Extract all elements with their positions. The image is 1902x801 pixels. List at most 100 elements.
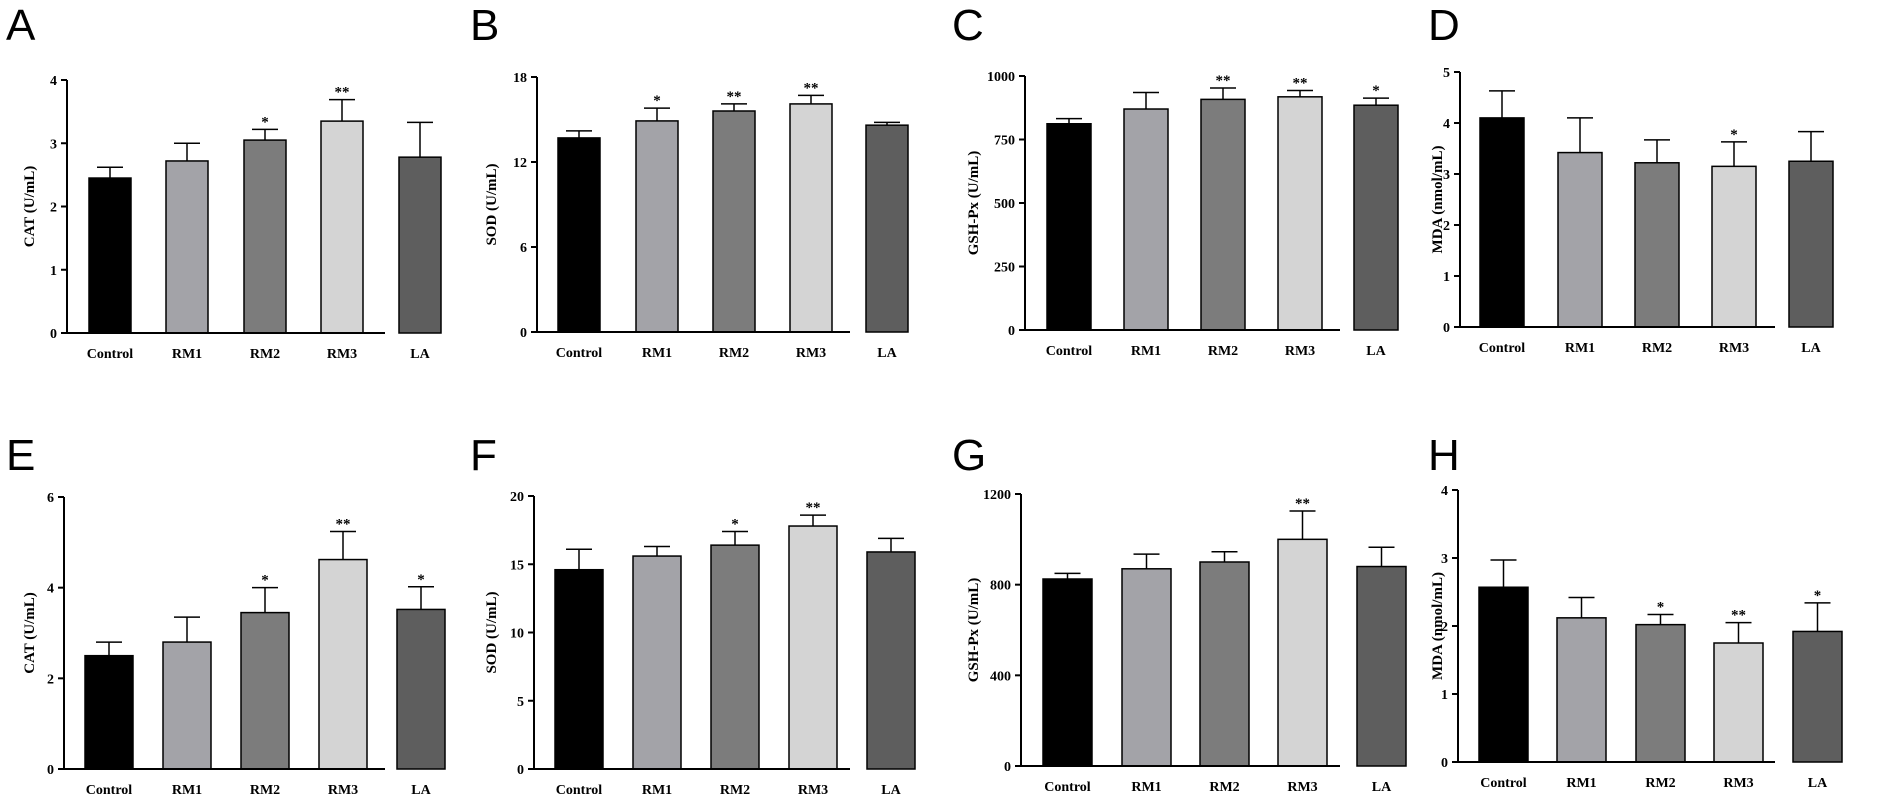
y-tick-label-g: 0 bbox=[1004, 760, 1011, 775]
bar-a-control[interactable] bbox=[88, 177, 132, 334]
y-tick-label-a: 2 bbox=[50, 201, 57, 216]
bar-g-rm1[interactable] bbox=[1121, 568, 1172, 767]
bar-d-rm3[interactable] bbox=[1711, 165, 1757, 328]
significance-e-la: * bbox=[417, 572, 425, 588]
bar-a-la[interactable] bbox=[398, 156, 442, 334]
x-tick-label-d-rm1: RM1 bbox=[1565, 341, 1595, 356]
bar-c-rm3[interactable] bbox=[1277, 96, 1323, 331]
bar-d-rm1[interactable] bbox=[1557, 151, 1603, 328]
bar-e-rm3[interactable] bbox=[318, 558, 368, 770]
significance-h-rm3: ** bbox=[1731, 608, 1746, 624]
bar-d-la[interactable] bbox=[1788, 160, 1834, 328]
chart-panel-d: D MDA (nmol/mL) * 0 1 2 3 4 5 Control RM1 RM2 RM3 LA bbox=[1428, 1, 1834, 356]
bar-d-rm2[interactable] bbox=[1634, 162, 1680, 328]
x-tick-label-b-control: Control bbox=[556, 346, 603, 361]
y-tick-label-c: 250 bbox=[994, 261, 1015, 276]
y-tick-label-c: 500 bbox=[994, 197, 1015, 212]
bar-c-rm1[interactable] bbox=[1123, 108, 1169, 331]
bar-g-rm3[interactable] bbox=[1277, 538, 1328, 767]
chart-panel-g: G GSH-Px (U/mL) ** 0 400 800 1200 Control RM1 RM2… bbox=[952, 431, 1407, 795]
bar-a-rm3[interactable] bbox=[320, 120, 364, 334]
bar-f-rm1[interactable] bbox=[632, 555, 682, 770]
x-tick-label-h-rm3: RM3 bbox=[1723, 776, 1753, 791]
x-tick-label-a-la: LA bbox=[410, 347, 430, 362]
y-tick-label-b: 6 bbox=[520, 241, 527, 256]
panel-letter-f: F bbox=[470, 431, 497, 480]
bar-c-rm2[interactable] bbox=[1200, 98, 1246, 331]
x-tick-label-d-control: Control bbox=[1479, 341, 1526, 356]
x-tick-label-f-rm3: RM3 bbox=[798, 783, 828, 798]
bar-f-la[interactable] bbox=[866, 551, 916, 770]
bar-e-rm1[interactable] bbox=[162, 641, 212, 770]
x-tick-label-b-rm3: RM3 bbox=[796, 346, 826, 361]
bar-b-rm2[interactable] bbox=[712, 110, 756, 333]
bar-c-la[interactable] bbox=[1353, 104, 1399, 331]
x-tick-label-h-rm2: RM2 bbox=[1645, 776, 1675, 791]
bar-h-control[interactable] bbox=[1478, 586, 1529, 763]
y-tick-label-g: 1200 bbox=[983, 488, 1011, 503]
y-tick-label-a: 0 bbox=[50, 327, 57, 342]
significance-e-rm3: ** bbox=[336, 516, 351, 532]
significance-a-rm3: ** bbox=[335, 85, 350, 101]
y-axis-label-a: CAT (U/mL) bbox=[22, 166, 38, 248]
bar-e-control[interactable] bbox=[84, 654, 134, 770]
x-tick-label-c-rm1: RM1 bbox=[1131, 344, 1161, 359]
bar-f-rm2[interactable] bbox=[710, 544, 760, 770]
x-tick-label-h-rm1: RM1 bbox=[1566, 776, 1596, 791]
y-tick-label-f: 0 bbox=[517, 763, 524, 778]
bar-e-rm2[interactable] bbox=[240, 611, 290, 770]
bar-f-control[interactable] bbox=[554, 568, 604, 770]
significance-c-rm3: ** bbox=[1293, 75, 1308, 91]
bar-a-rm2[interactable] bbox=[243, 139, 287, 334]
bar-h-rm2[interactable] bbox=[1635, 623, 1686, 763]
x-tick-label-e-rm1: RM1 bbox=[172, 783, 202, 798]
x-tick-label-a-rm2: RM2 bbox=[250, 347, 280, 362]
bar-g-la[interactable] bbox=[1356, 565, 1407, 767]
x-tick-label-h-la: LA bbox=[1808, 776, 1828, 791]
y-tick-label-a: 3 bbox=[50, 137, 57, 152]
y-tick-label-h: 3 bbox=[1441, 552, 1448, 567]
bar-h-rm3[interactable] bbox=[1713, 642, 1764, 763]
y-tick-label-d: 4 bbox=[1443, 117, 1450, 132]
y-tick-label-b: 18 bbox=[513, 71, 527, 86]
bar-e-la[interactable] bbox=[396, 608, 446, 770]
panel-letter-c: C bbox=[952, 1, 984, 50]
bar-b-control[interactable] bbox=[557, 137, 601, 333]
bar-b-la[interactable] bbox=[865, 124, 909, 333]
panel-letter-a: A bbox=[6, 1, 36, 50]
x-tick-label-c-la: LA bbox=[1366, 344, 1386, 359]
x-tick-label-g-control: Control bbox=[1044, 780, 1091, 795]
bar-b-rm1[interactable] bbox=[635, 120, 679, 333]
bar-h-la[interactable] bbox=[1792, 630, 1843, 763]
y-axis-label-b: SOD (U/mL) bbox=[484, 163, 500, 245]
y-axis-label-g: GSH-Px (U/mL) bbox=[966, 578, 982, 683]
significance-b-rm2: ** bbox=[727, 89, 742, 105]
x-tick-label-f-control: Control bbox=[556, 783, 603, 798]
y-axis-label-f: SOD (U/mL) bbox=[484, 591, 500, 673]
significance-c-rm2: ** bbox=[1216, 73, 1231, 89]
bar-c-control[interactable] bbox=[1046, 123, 1092, 331]
bar-f-rm3[interactable] bbox=[788, 525, 838, 770]
bar-b-rm3[interactable] bbox=[789, 103, 833, 333]
bar-d-control[interactable] bbox=[1479, 117, 1525, 328]
bar-g-control[interactable] bbox=[1042, 578, 1093, 767]
x-tick-label-a-control: Control bbox=[87, 347, 134, 362]
y-tick-label-c: 0 bbox=[1008, 324, 1015, 339]
x-tick-label-a-rm3: RM3 bbox=[327, 347, 357, 362]
bar-h-rm1[interactable] bbox=[1556, 617, 1607, 763]
significance-b-rm1: * bbox=[653, 93, 661, 109]
y-tick-label-e: 4 bbox=[47, 582, 54, 597]
y-tick-label-e: 0 bbox=[47, 763, 54, 778]
y-tick-label-a: 4 bbox=[50, 74, 57, 89]
x-tick-label-b-rm2: RM2 bbox=[719, 346, 749, 361]
y-tick-label-e: 2 bbox=[47, 672, 54, 687]
bar-a-rm1[interactable] bbox=[165, 160, 209, 334]
y-tick-label-h: 2 bbox=[1441, 620, 1448, 635]
significance-d-rm3: * bbox=[1730, 127, 1738, 143]
bar-g-rm2[interactable] bbox=[1199, 561, 1250, 767]
